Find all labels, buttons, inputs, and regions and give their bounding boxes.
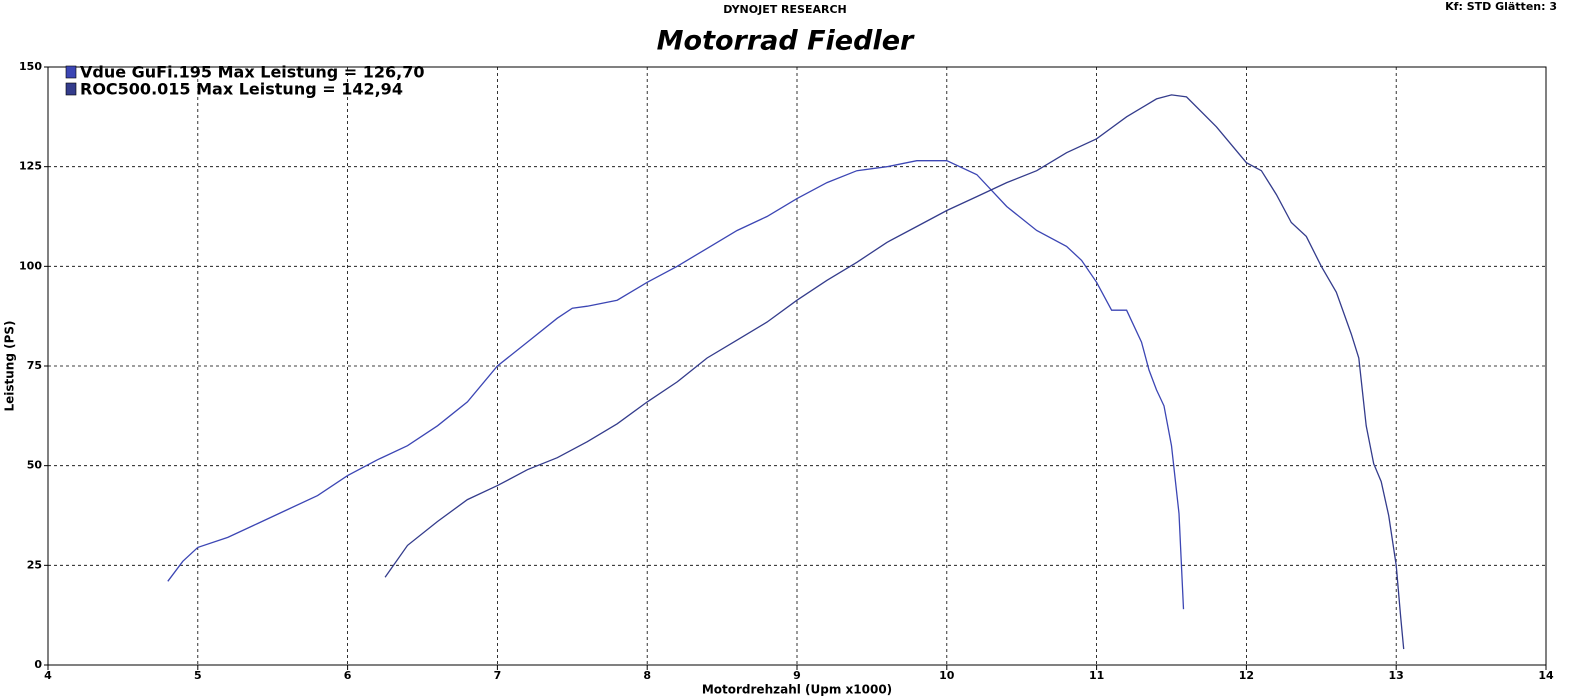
x-tick-label: 7 — [494, 669, 502, 682]
y-tick-label: 100 — [19, 259, 42, 272]
header: DYNOJET RESEARCH — [723, 3, 846, 16]
chart-title: Motorrad Fiedler — [657, 26, 915, 57]
power-curve — [167, 160, 1185, 610]
legend-swatch — [65, 82, 77, 96]
x-tick-label: 11 — [1089, 669, 1104, 682]
y-axis-label: Leistung (PS) — [3, 320, 17, 411]
x-tick-label: 6 — [344, 669, 352, 682]
y-tick-label: 125 — [19, 160, 42, 173]
x-tick-label: 4 — [44, 669, 52, 682]
x-tick-label: 8 — [643, 669, 651, 682]
y-tick-label: 75 — [27, 359, 42, 372]
x-tick-label: 10 — [939, 669, 955, 682]
x-tick-label: 13 — [1389, 669, 1404, 682]
y-tick-label: 0 — [34, 658, 42, 671]
y-tick-label: 25 — [27, 558, 42, 571]
x-tick-label: 12 — [1239, 669, 1254, 682]
settings-text: Kf: STD Glätten: 3 — [1445, 0, 1557, 13]
y-tick-label: 150 — [19, 60, 42, 73]
y-tick-label: 50 — [27, 459, 43, 472]
x-tick-label: 9 — [793, 669, 801, 682]
legend-label: ROC500.015 Max Leistung = 142,94 — [80, 80, 403, 99]
legend-swatch — [65, 65, 77, 79]
power-curve — [384, 94, 1405, 650]
x-axis-label: Motordrehzahl (Upm x1000) — [702, 683, 892, 697]
x-tick-label: 14 — [1538, 669, 1554, 682]
x-tick-label: 5 — [194, 669, 202, 682]
legend-label: Vdue GuFi.195 Max Leistung = 126,70 — [80, 63, 424, 82]
